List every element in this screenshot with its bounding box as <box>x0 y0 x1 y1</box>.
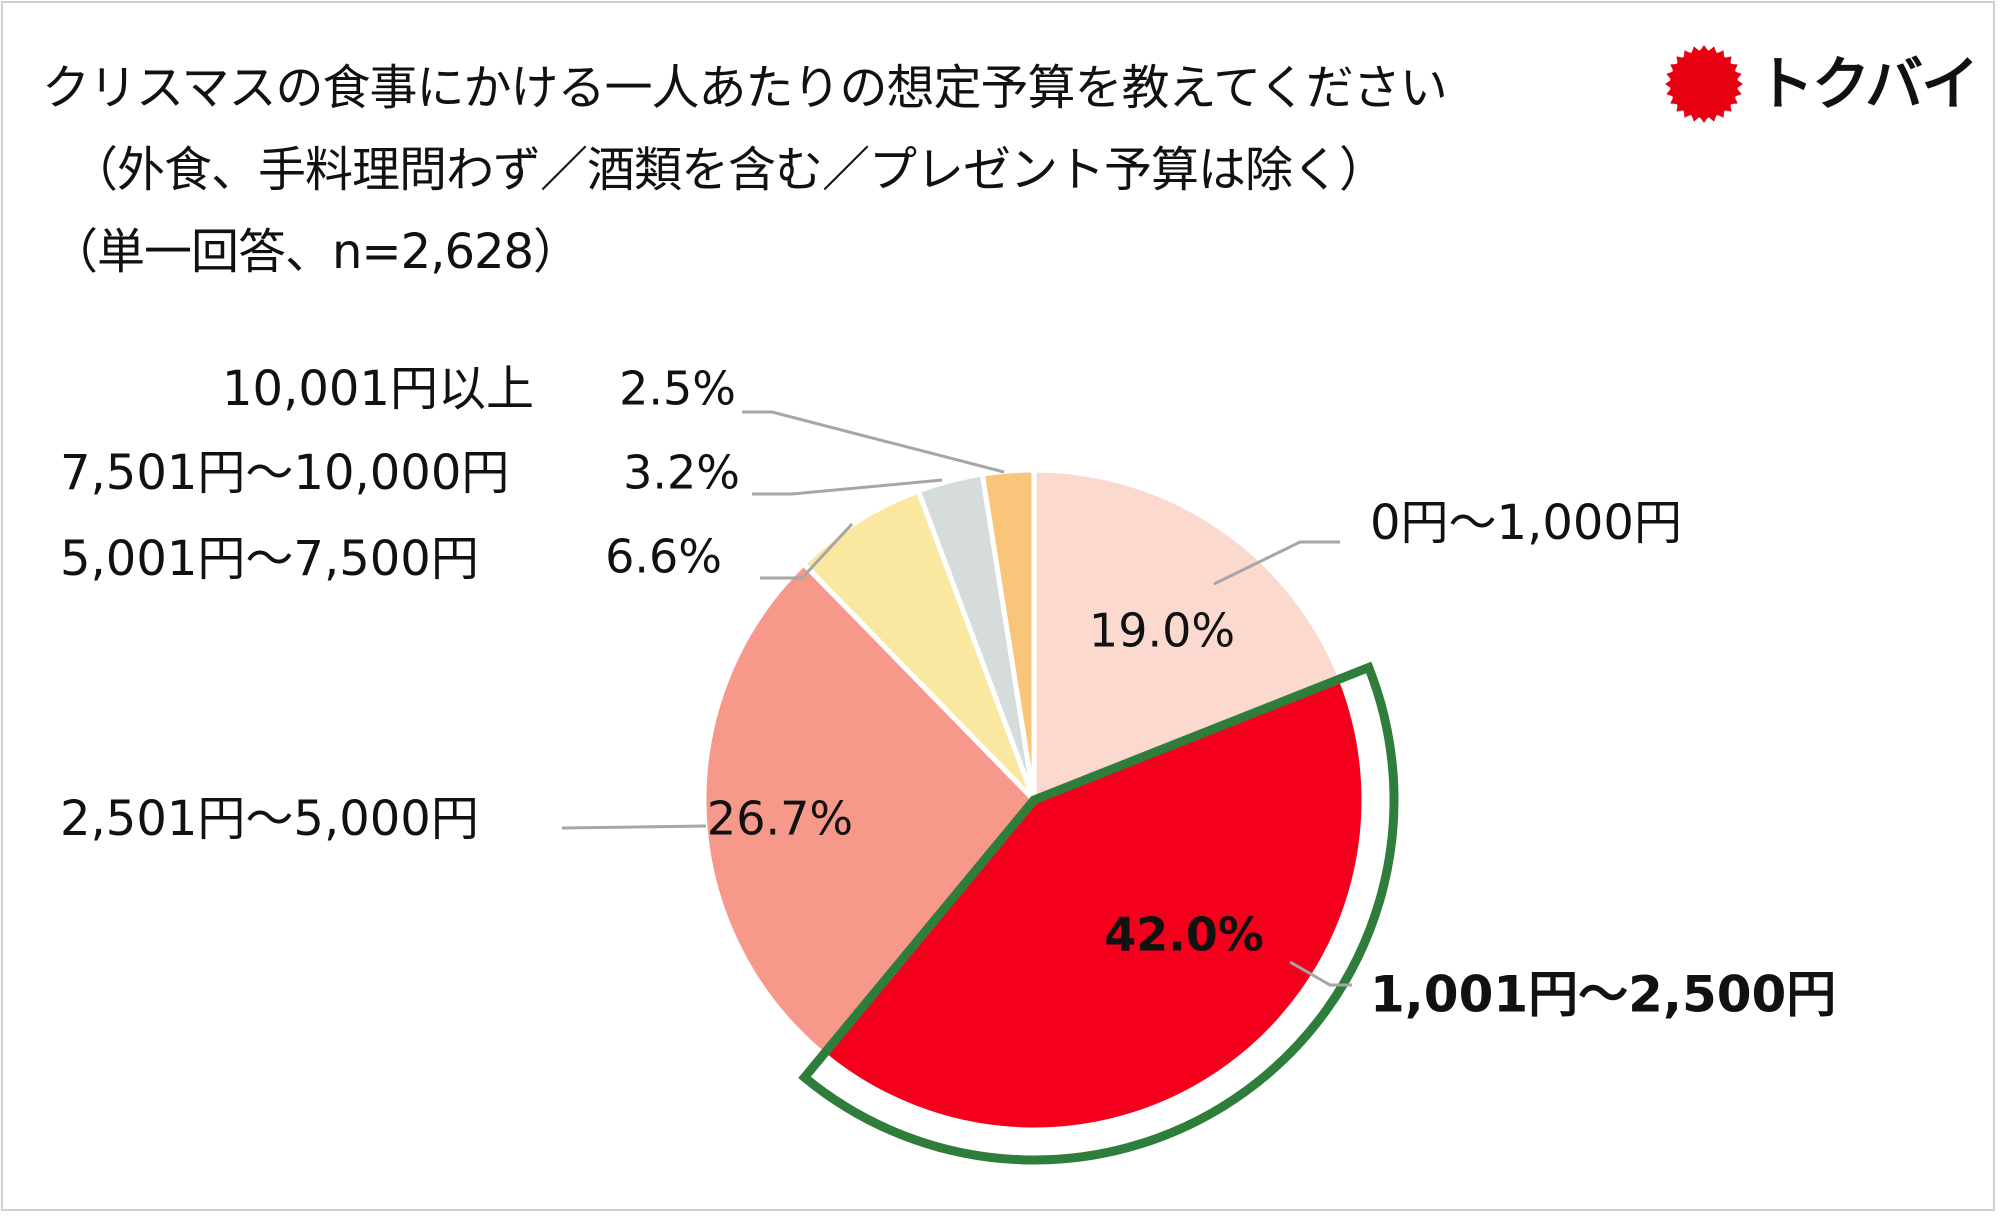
slice-category-label: 10,001円以上 <box>222 361 534 417</box>
slice-value-label: 26.7% <box>707 792 853 846</box>
brand-logo-text: トクバイ <box>1756 50 1979 118</box>
pie-slice <box>800 487 1037 802</box>
sample-size-note: （単一回答、n=2,628） <box>50 224 581 280</box>
leader-line <box>1289 960 1352 987</box>
leader-line <box>742 410 1005 474</box>
slice-category-label: 7,501円～10,000円 <box>60 445 509 501</box>
leader-line <box>752 478 943 496</box>
slice-category-label: 0円～1,000円 <box>1370 495 1682 551</box>
slice-category-label: 2,501円～5,000円 <box>60 791 479 847</box>
slice-value-label: 42.0% <box>1104 908 1264 962</box>
pie-slice <box>979 467 1037 801</box>
slice-value-label: 3.2% <box>623 446 740 500</box>
sun-burst-icon <box>1665 45 1743 123</box>
pie-slice <box>1031 467 1345 804</box>
chart-subtitle: （外食、手料理問わず／酒類を含む／プレゼント予算は除く） <box>70 142 1387 198</box>
slice-value-label: 19.0% <box>1089 604 1235 658</box>
pie-slice <box>701 560 1038 1058</box>
slice-category-label: 1,001円～2,500円 <box>1370 966 1836 1024</box>
highlight-outline <box>798 661 1399 1165</box>
leader-line <box>760 522 854 580</box>
pie-slice <box>820 675 1367 1133</box>
slice-value-label: 6.6% <box>605 530 722 584</box>
slice-category-label: 5,001円～7,500円 <box>60 531 479 587</box>
leader-line <box>561 824 707 830</box>
chart-title: クリスマスの食事にかける一人あたりの想定予算を教えてください <box>42 60 1448 116</box>
slice-value-label: 2.5% <box>619 362 736 416</box>
leader-line <box>1213 540 1340 586</box>
